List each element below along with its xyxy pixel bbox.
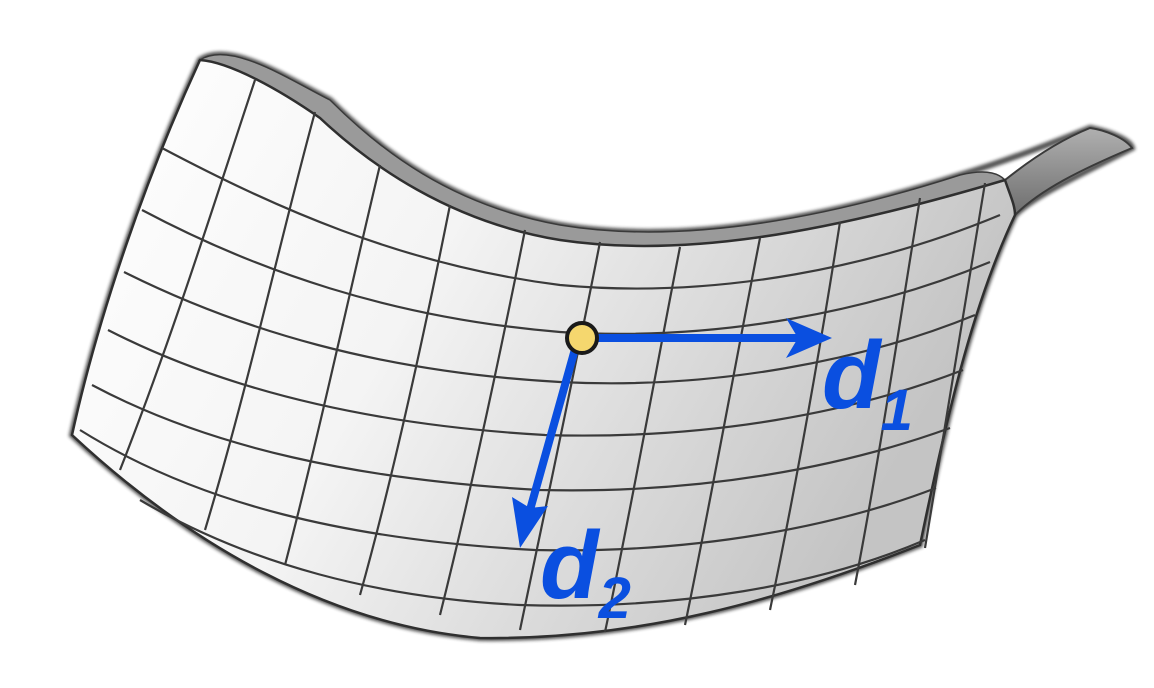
label-d2-sub: 2 xyxy=(598,566,631,631)
grid-row-line xyxy=(161,147,1001,290)
grid-col-line xyxy=(203,111,317,531)
label-d2-main: d xyxy=(540,512,601,619)
saddle-surface-icon xyxy=(68,51,1136,642)
label-d1-sub: 1 xyxy=(881,378,913,443)
d2-arrow xyxy=(512,338,581,548)
grid-col-line xyxy=(283,164,382,566)
label-d2: d2 xyxy=(540,512,631,631)
label-d1-main: d xyxy=(822,322,883,429)
grid-col-line xyxy=(853,197,922,586)
grid-col-line xyxy=(768,221,842,611)
grid-col-line xyxy=(683,237,762,626)
grid-col-line xyxy=(603,246,682,633)
grid-col-line xyxy=(923,182,987,549)
grid-row-line xyxy=(123,271,976,385)
label-d1: d1 xyxy=(822,322,913,443)
d1-arrow xyxy=(578,318,832,358)
grid-row-line xyxy=(139,499,926,607)
grid-col-line xyxy=(438,229,527,616)
critical-point-icon xyxy=(565,321,599,355)
grid-row-line xyxy=(79,429,937,552)
grid-col-line xyxy=(358,204,452,596)
grid-row-line xyxy=(141,209,991,335)
direction-arrows xyxy=(512,318,832,548)
grid-row-line xyxy=(107,329,964,437)
grid-col-line xyxy=(518,241,602,631)
grid-col-line xyxy=(118,79,257,471)
